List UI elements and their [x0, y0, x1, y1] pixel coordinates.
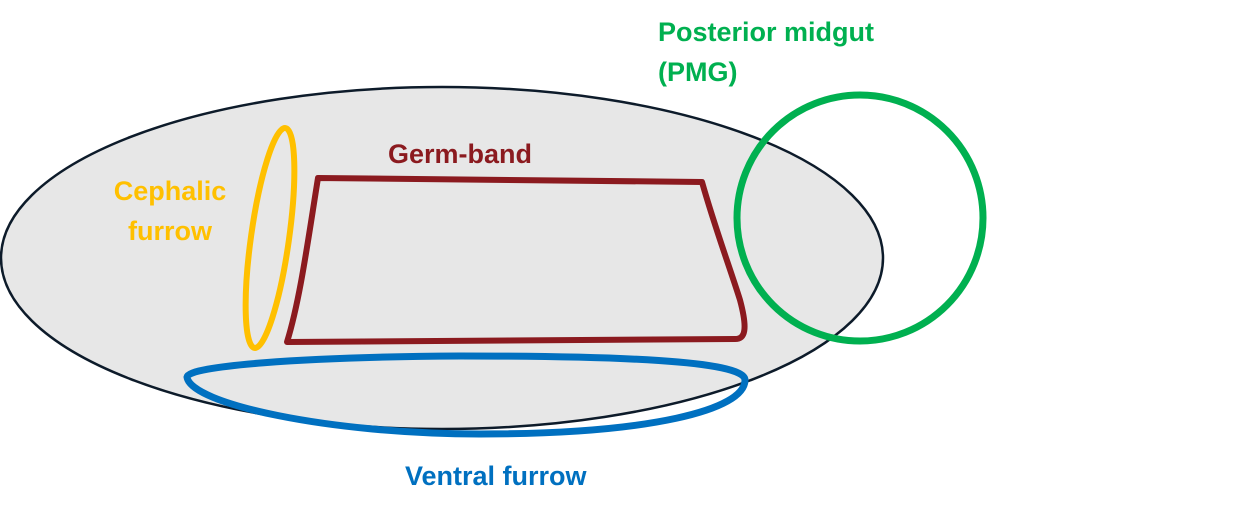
cephalic-furrow-outline [242, 125, 298, 351]
embryo-outline [0, 85, 885, 431]
posterior-midgut-label-line1: Posterior midgut [658, 17, 875, 47]
cephalic-furrow-label-line2: furrow [128, 216, 212, 246]
germ-band-label: Germ-band [388, 139, 533, 169]
ventral-furrow-outline [183, 352, 749, 438]
germ-band-outline [284, 175, 748, 345]
ventral-furrow-label: Ventral furrow [405, 461, 587, 491]
posterior-midgut-label: Posterior midgut (PMG) [658, 12, 874, 92]
cephalic-furrow-label-line1: Cephalic [113, 176, 227, 206]
posterior-midgut-label-line2: (PMG) [658, 57, 738, 87]
posterior-midgut-circle [733, 91, 987, 345]
cephalic-furrow-label: Cephalic furrow [104, 171, 236, 251]
